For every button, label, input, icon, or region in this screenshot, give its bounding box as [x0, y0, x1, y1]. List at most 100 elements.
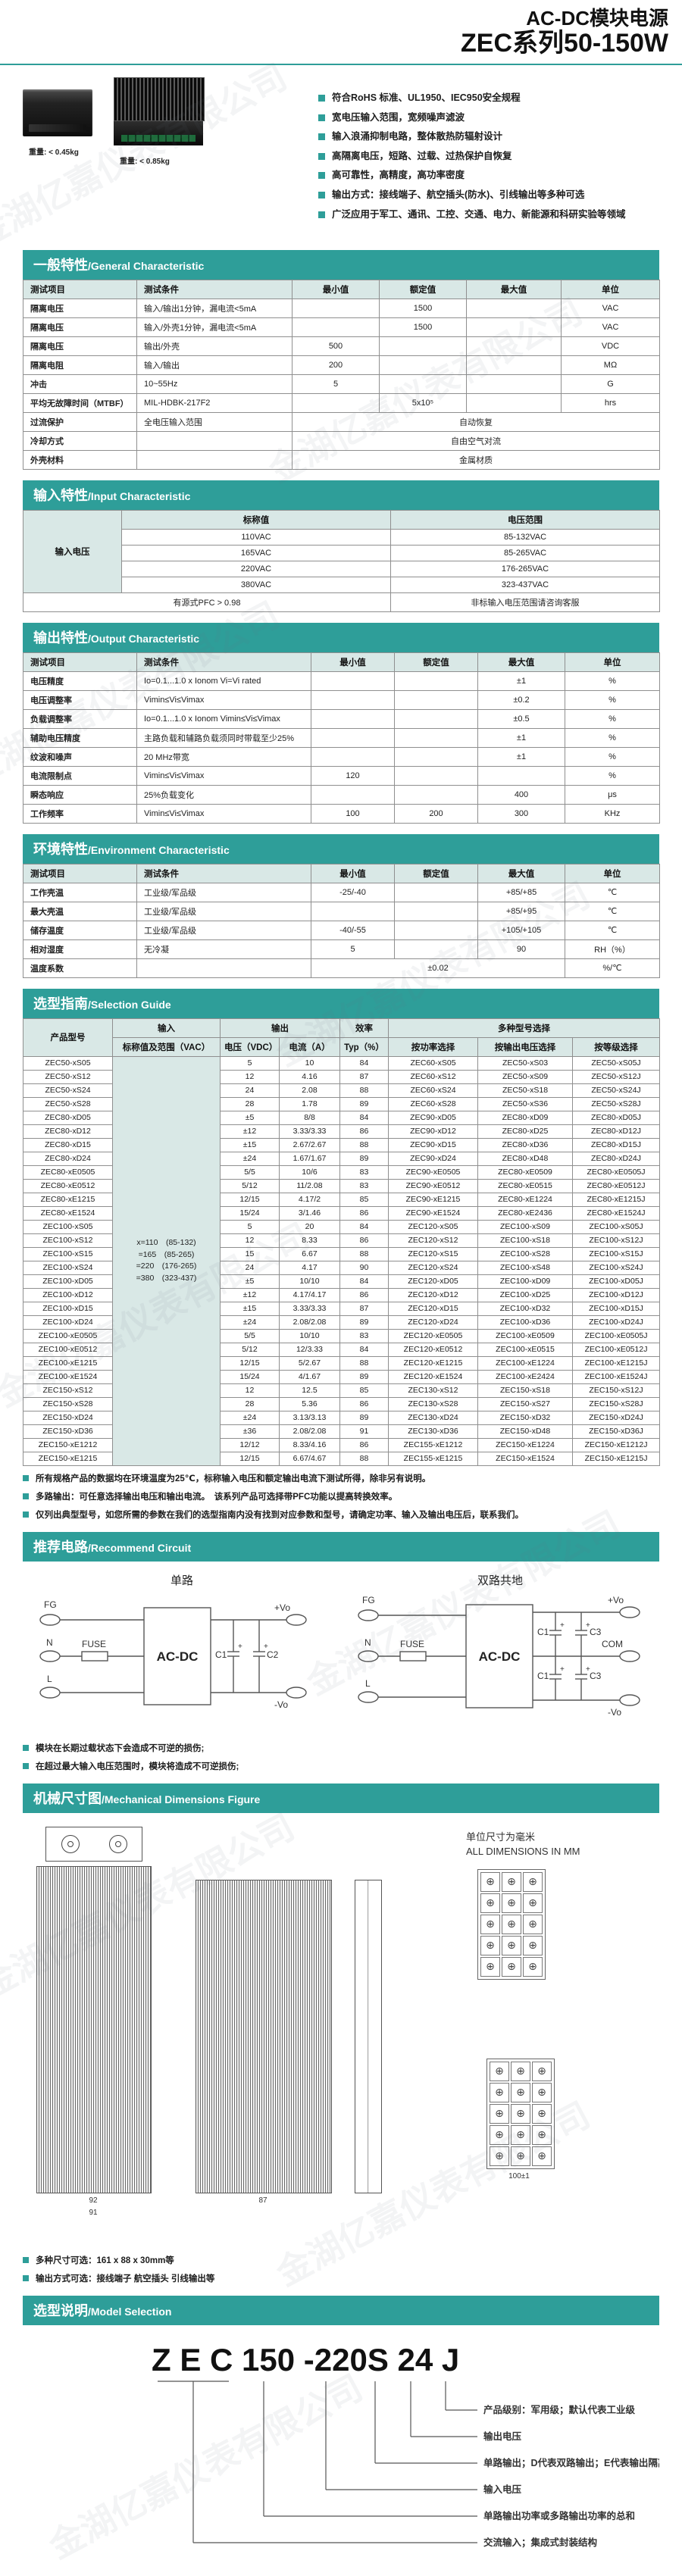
bullet-icon [318, 152, 325, 160]
note-item: 多路输出：可任意选择输出电压和输出电流。 该系列产品可选择带PFC功能以提高转换… [23, 1492, 659, 1503]
label-fuse: FUSE [82, 1639, 106, 1649]
note-text: 仅列出典型型号，如您所需的参数在我们的选型指南内没有找到对应参数和型号，请确定功… [36, 1510, 524, 1520]
section-title-en: /Recommend Circuit [88, 1541, 192, 1554]
label-vo-plus: +Vo [608, 1595, 624, 1605]
selection-notes: 所有规格产品的数据均在环境温度为25℃，标称输入电压和额定输出电流下测试所得，除… [23, 1474, 659, 1521]
label-c2: C2 [267, 1649, 279, 1660]
section-title-en: /Selection Guide [88, 998, 171, 1011]
section-title-en: /General Characteristic [88, 259, 205, 272]
feature-item: 广泛应用于军工、通讯、工控、交通、电力、新能源和科研实验等领域 [318, 209, 659, 221]
circuit-dual-diagram: FG N FUSE L +Vo COM -Vo C1 C3 C1 C3 + + … [358, 1595, 640, 1718]
feature-item: 高可靠性，高精度，高功率密度 [318, 170, 659, 182]
bullet-icon [23, 1511, 29, 1518]
note-item: 所有规格产品的数据均在环境温度为25℃，标称输入电压和额定输出电流下测试所得，除… [23, 1474, 659, 1485]
weight-caption-large: 重量: < 0.85kg [120, 157, 170, 166]
note-text: 输出方式可选：接线端子 航空插头 引线输出等 [36, 2274, 215, 2284]
unit-note: 单位尺寸为毫米 ALL DIMENSIONS IN MM [466, 1830, 580, 1859]
product-photo-small [23, 89, 92, 136]
note-item: 在超过最大输入电压范围时，模块将造成不可逆损伤; [23, 1762, 659, 1773]
terminal-grid-1: ⊕ ⊕ ⊕ ⊕ ⊕ ⊕ ⊕ ⊕ ⊕ ⊕ ⊕ ⊕ ⊕ ⊕ ⊕ [477, 1868, 546, 1980]
feature-text: 输出方式：接线端子、航空插头(防水)、引线输出等多种可选 [332, 189, 585, 201]
dimension-label: 100±1 [508, 2171, 530, 2181]
terminal-pin-icon: ⊕ [480, 1914, 500, 1934]
section-title-en: /Output Characteristic [88, 632, 200, 645]
terminal-pin-icon: ⊕ [532, 2061, 552, 2081]
product-photos: 重量: < 0.45kg 重量: < 0.85kg [23, 76, 318, 235]
label-c1: C1 [215, 1649, 227, 1660]
terminal-strip [121, 134, 196, 142]
model-label-output-voltage: 输出电压 [483, 2431, 522, 2442]
page-title-line2: ZEC系列50-150W [461, 28, 668, 58]
bullet-icon [23, 2256, 29, 2263]
dimension-label: 92 [89, 2196, 98, 2205]
note-text: 在超过最大输入电压范围时，模块将造成不可逆损伤; [36, 1762, 239, 1771]
input-characteristic-table: 输入电压 标称值 电压范围 110VAC 85-132VAC 165VAC 85-265VA… [23, 509, 660, 612]
section-header-general: 一般特性/General Characteristic [23, 249, 659, 280]
label-l: L [365, 1678, 371, 1689]
circuit-title: 双路共地 [477, 1574, 523, 1587]
connector-circle-icon [61, 1834, 80, 1853]
terminal-pin-icon: ⊕ [480, 1871, 500, 1892]
mechanical-drawing: 92 91 87 单位尺寸为毫米 ALL DIMENSIONS IN MM ⊕ ⊕… [23, 1816, 659, 2248]
bullet-icon [318, 192, 325, 199]
note-text: 多种尺寸可选：161 x 88 x 30mm等 [36, 2256, 174, 2265]
label-plus: + [238, 1643, 242, 1651]
terminal-grid-2: ⊕ ⊕ ⊕ ⊕ ⊕ ⊕ ⊕ ⊕ ⊕ ⊕ ⊕ ⊕ ⊕ ⊕ ⊕ [486, 2058, 555, 2169]
terminal-pin-icon: ⊕ [480, 1893, 500, 1913]
terminal-pin-icon: ⊕ [511, 2103, 530, 2124]
general-characteristic-table: 测试项目 测试条件 最小值 额定值 最大值 单位 隔离电压 输入/输出1分钟，漏电流<5mA 1… [23, 279, 660, 470]
selection-guide-table: 产品型号 输入 输出 效率 多种型号选择 标称值及范围（VAC） 电压（VDC） 电流（A） T… [23, 1018, 661, 1466]
feature-text: 宽电压输入范围，宽频噪声滤波 [332, 111, 465, 123]
feature-item: 高隔离电压，短路、过载、过热保护自恢复 [318, 151, 659, 163]
product-photo-large [114, 77, 205, 145]
circuit-diagrams: 单路 [23, 1566, 659, 1736]
terminal-pin-icon: ⊕ [490, 2061, 509, 2081]
section-header-input: 输入特性/Input Characteristic [23, 480, 659, 510]
page-title-line1: AC-DC模块电源 [526, 7, 668, 30]
note-text: 所有规格产品的数据均在环境温度为25℃，标称输入电压和额定输出电流下测试所得，除… [36, 1474, 431, 1483]
label-fuse: FUSE [400, 1639, 424, 1649]
bullet-icon [318, 133, 325, 141]
label-l: L [47, 1674, 52, 1684]
section-header-model-selection: 选型说明/Model Selection [23, 2295, 659, 2325]
terminal-pin-icon: ⊕ [511, 2061, 530, 2081]
terminal-pin-icon: ⊕ [502, 1871, 521, 1892]
section-header-recommend-circuit: 推荐电路/Recommend Circuit [23, 1531, 659, 1562]
section-title-en: /Environment Characteristic [88, 843, 230, 856]
section-title-zh: 选型指南 [33, 996, 88, 1011]
terminal-pin-icon: ⊕ [523, 1914, 543, 1934]
model-label-power: 单路输出功率或多路输出功率的总和 [483, 2510, 635, 2521]
label-n: N [364, 1637, 371, 1648]
section-header-mechanical: 机械尺寸图/Mechanical Dimensions Figure [23, 1783, 659, 1813]
circuit-single: 单路 [23, 1566, 341, 1736]
bullet-icon [318, 94, 325, 102]
label-plus: + [560, 1665, 565, 1674]
intro-row: 重量: < 0.45kg 重量: < 0.85kg 符合RoHS 标准、UL19… [0, 65, 682, 239]
terminal-pin-icon: ⊕ [511, 2146, 530, 2166]
terminal-pin-icon: ⊕ [502, 1935, 521, 1955]
label-plus: + [586, 1621, 590, 1630]
model-label-output-type: 单路输出；D代表双路输出；E代表输出隔离 [483, 2457, 659, 2468]
mechanical-notes: 多种尺寸可选：161 x 88 x 30mm等 输出方式可选：接线端子 航空插头… [23, 2256, 659, 2285]
label-plus: + [560, 1621, 565, 1630]
label-c3: C3 [590, 1627, 602, 1637]
bullet-icon [23, 1762, 29, 1769]
section-title-zh: 输入特性 [33, 487, 88, 503]
model-label-ac-input: 交流输入；集成式封装结构 [483, 2537, 597, 2548]
feature-text: 符合RoHS 标准、UL1950、IEC950安全规程 [332, 92, 521, 103]
circuit-single-diagram: FG N FUSE L +Vo -Vo C1 C2 + + AC-DC [39, 1599, 307, 1710]
terminal-pin-icon: ⊕ [480, 1956, 500, 1977]
feature-item: 输入浪涌抑制电路，整体散热防辐射设计 [318, 131, 659, 143]
unit-note-zh: 单位尺寸为毫米 [466, 1830, 536, 1843]
feature-list: 符合RoHS 标准、UL1950、IEC950安全规程 宽电压输入范围，宽频噪声… [318, 92, 659, 220]
terminal-pin-icon: ⊕ [523, 1893, 543, 1913]
weight-caption-small: 重量: < 0.45kg [29, 148, 79, 157]
model-label-input-voltage: 输入电压 [483, 2484, 522, 2495]
section-header-output: 输出特性/Output Characteristic [23, 622, 659, 652]
label-c1: C1 [537, 1671, 549, 1681]
note-item: 输出方式可选：接线端子 航空插头 引线输出等 [23, 2274, 659, 2285]
section-title-en: /Input Characteristic [88, 489, 191, 502]
bullet-icon [23, 2274, 29, 2281]
terminal-pin-icon: ⊕ [502, 1914, 521, 1934]
label-com: COM [602, 1639, 623, 1649]
